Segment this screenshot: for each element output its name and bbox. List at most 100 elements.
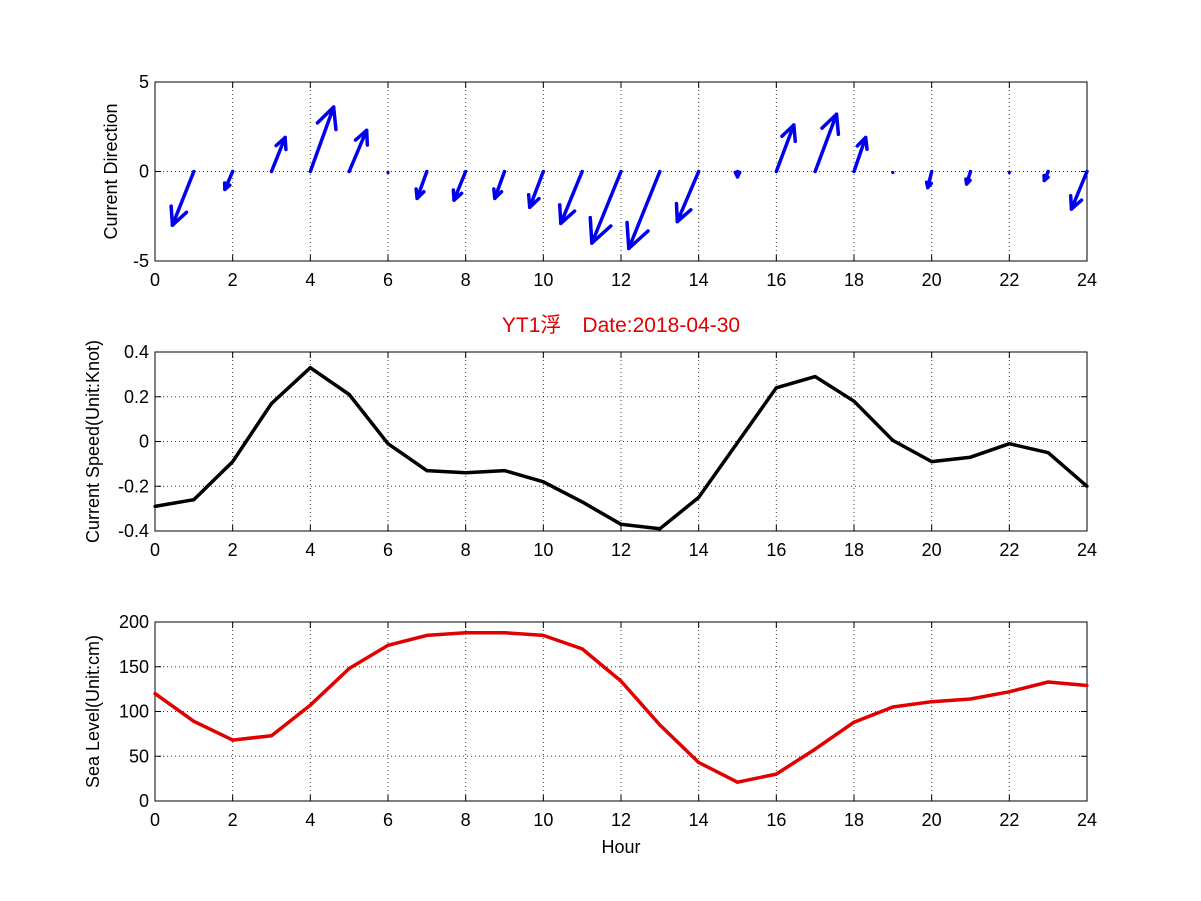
data-point bbox=[968, 455, 973, 459]
x-tick-label: 22 bbox=[999, 270, 1019, 290]
current-vector bbox=[774, 123, 798, 174]
y-axis-label: Sea Level(Unit:cm) bbox=[83, 635, 103, 788]
vector-head bbox=[625, 220, 650, 251]
data-point bbox=[1085, 683, 1089, 688]
data-point bbox=[386, 643, 390, 647]
current-vector bbox=[526, 169, 546, 210]
current-vector bbox=[492, 169, 507, 201]
data-point bbox=[968, 697, 973, 701]
data-point bbox=[697, 760, 701, 765]
current-vector bbox=[674, 169, 701, 224]
data-point bbox=[580, 500, 584, 504]
data-point bbox=[619, 679, 623, 683]
x-tick-label: 14 bbox=[689, 810, 709, 830]
data-point bbox=[658, 723, 662, 727]
data-point bbox=[1046, 451, 1050, 455]
vector-head bbox=[1068, 193, 1084, 211]
current-vector bbox=[347, 128, 370, 174]
data-point bbox=[192, 498, 196, 502]
current-vector bbox=[169, 169, 196, 227]
vector-head bbox=[964, 177, 972, 186]
x-tick-label: 2 bbox=[228, 540, 238, 560]
data-point bbox=[153, 692, 157, 696]
x-axis-label: Hour bbox=[601, 837, 640, 857]
y-tick-label: -0.2 bbox=[118, 476, 149, 496]
x-tick-label: 6 bbox=[383, 810, 393, 830]
vector-shaft bbox=[559, 169, 584, 226]
vector-shaft bbox=[527, 169, 546, 210]
x-tick-label: 22 bbox=[999, 540, 1019, 560]
current-vector bbox=[386, 170, 390, 175]
x-tick-label: 0 bbox=[150, 270, 160, 290]
data-point bbox=[425, 468, 429, 473]
x-tick-label: 14 bbox=[689, 270, 709, 290]
y-tick-label: 0 bbox=[139, 791, 149, 811]
vector-shaft bbox=[627, 169, 662, 251]
current-vector bbox=[852, 135, 869, 174]
data-point bbox=[891, 705, 895, 709]
data-point bbox=[425, 633, 429, 638]
x-tick-label: 16 bbox=[766, 270, 786, 290]
vector-shaft bbox=[452, 169, 468, 202]
vector-shaft bbox=[170, 169, 196, 227]
vector-head bbox=[451, 188, 464, 202]
data-point bbox=[852, 399, 856, 403]
vector-shaft bbox=[347, 128, 369, 174]
vector-head bbox=[557, 203, 577, 226]
x-tick-label: 6 bbox=[383, 270, 393, 290]
vector-head bbox=[353, 128, 370, 147]
vector-shaft bbox=[415, 169, 429, 201]
vector-head bbox=[222, 181, 232, 192]
vector-dot bbox=[1007, 170, 1011, 175]
data-point bbox=[813, 375, 817, 379]
vector-head bbox=[855, 135, 869, 152]
x-tick-label: 4 bbox=[305, 810, 315, 830]
y-tick-label: -0.4 bbox=[118, 521, 149, 541]
x-tick-label: 10 bbox=[533, 540, 553, 560]
x-tick-label: 18 bbox=[844, 540, 864, 560]
y-axis-label: Current Direction bbox=[101, 103, 121, 239]
current-vector bbox=[813, 112, 841, 174]
x-tick-label: 0 bbox=[150, 810, 160, 830]
data-point bbox=[308, 703, 312, 707]
vector-head bbox=[315, 105, 338, 132]
current-vector bbox=[414, 169, 429, 201]
data-point bbox=[269, 401, 274, 406]
data-point bbox=[658, 527, 662, 531]
current-vector bbox=[308, 105, 338, 174]
data-point bbox=[774, 386, 778, 390]
vector-shaft bbox=[1069, 169, 1089, 211]
x-tick-label: 8 bbox=[461, 270, 471, 290]
vector-dot bbox=[386, 170, 390, 175]
x-tick-label: 20 bbox=[922, 540, 942, 560]
data-point bbox=[502, 468, 507, 473]
data-point bbox=[541, 480, 545, 484]
data-point bbox=[153, 504, 157, 508]
x-tick-label: 18 bbox=[844, 270, 864, 290]
x-tick-label: 14 bbox=[689, 540, 709, 560]
current-vector bbox=[269, 135, 288, 174]
current-vector bbox=[557, 169, 584, 226]
vector-head bbox=[526, 192, 541, 210]
data-point bbox=[1007, 442, 1011, 446]
vector-head bbox=[588, 215, 613, 245]
data-point bbox=[813, 747, 817, 751]
vector-head bbox=[820, 112, 841, 137]
y-tick-label: 100 bbox=[119, 702, 149, 722]
x-tick-label: 20 bbox=[922, 270, 942, 290]
y-tick-label: 5 bbox=[139, 72, 149, 92]
data-point bbox=[464, 631, 468, 635]
data-point bbox=[1046, 680, 1050, 684]
y-tick-label: 0.4 bbox=[124, 342, 149, 362]
data-point bbox=[852, 720, 856, 724]
y-tick-label: 0 bbox=[139, 162, 149, 182]
current-speed-panel: 0 2 4 6 8 10 12 14 16 18 20 22 240.40.20-0.2-0.4Curr… bbox=[83, 340, 1097, 560]
current-vector bbox=[1042, 169, 1050, 183]
current-vector bbox=[222, 169, 235, 192]
x-tick-label: 16 bbox=[766, 540, 786, 560]
current-vector bbox=[451, 169, 468, 202]
data-point bbox=[308, 366, 312, 370]
data-point bbox=[1007, 690, 1011, 694]
